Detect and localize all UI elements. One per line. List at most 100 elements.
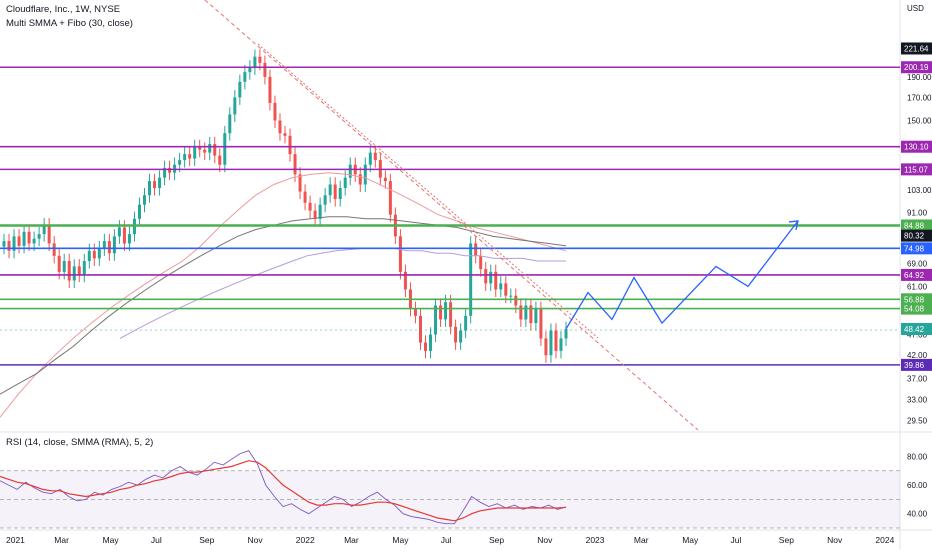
candle: [489, 271, 493, 284]
candle: [459, 330, 463, 343]
candle: [263, 62, 267, 77]
level-label-bg: [901, 358, 932, 371]
candle: [203, 149, 207, 153]
candle: [434, 305, 438, 335]
level-label: 39.86: [904, 361, 925, 370]
level-label-bg: [901, 293, 932, 306]
candle: [27, 231, 31, 244]
price-tick-label: 33.00: [907, 396, 928, 405]
candle: [153, 181, 157, 189]
candle: [42, 225, 46, 235]
date-tick-label: 2021: [6, 535, 25, 545]
candle: [348, 164, 352, 178]
date-tick-label: May: [103, 535, 120, 545]
candle: [423, 342, 428, 351]
candle: [12, 236, 16, 251]
candle: [479, 255, 483, 270]
candle: [112, 236, 116, 254]
price-tick-label: 61.00: [907, 282, 928, 291]
candle: [2, 241, 6, 247]
candle: [238, 81, 242, 98]
candle: [363, 164, 367, 185]
candle: [7, 241, 11, 251]
candle: [373, 152, 377, 161]
candle: [188, 154, 192, 159]
candle: [57, 255, 61, 272]
date-tick-label: May: [392, 535, 409, 545]
candle: [514, 295, 518, 306]
candle: [178, 160, 182, 165]
level-label-bg: [901, 61, 932, 74]
candle: [449, 302, 453, 327]
candle: [158, 177, 162, 189]
candle: [72, 266, 76, 281]
candle: [47, 225, 51, 244]
date-tick-label: Mar: [344, 535, 359, 545]
smma-line: [0, 172, 567, 418]
date-tick-label: Nov: [537, 535, 553, 545]
date-tick-label: Mar: [54, 535, 69, 545]
candle: [539, 308, 543, 339]
date-tick-label: Jul: [441, 535, 452, 545]
candle: [499, 283, 503, 290]
price-tick-label: 91.00: [907, 209, 928, 218]
date-tick-label: Nov: [827, 535, 843, 545]
candle: [137, 204, 141, 219]
candle: [198, 146, 202, 150]
candle: [549, 330, 553, 356]
rsi-tick-label: 40.00: [907, 510, 928, 519]
candle: [559, 338, 563, 351]
candle: [87, 250, 91, 262]
candle: [474, 243, 478, 256]
candle: [142, 195, 147, 205]
candle: [534, 308, 538, 324]
candle: [439, 305, 443, 320]
candle: [383, 177, 387, 182]
candle: [243, 72, 247, 82]
candle: [298, 174, 302, 192]
candle: [413, 308, 417, 316]
candle: [358, 174, 362, 185]
level-label: 64.92: [904, 271, 925, 280]
period-high-label-bg: [901, 42, 932, 55]
price-tick-label: 190.00: [907, 73, 932, 82]
rsi-tick-label: 80.00: [907, 452, 928, 461]
candle: [444, 302, 448, 320]
level-label-bg: [901, 302, 932, 315]
candle: [464, 315, 468, 331]
candle: [519, 305, 523, 320]
date-tick-label: Sep: [489, 535, 504, 545]
candle: [52, 243, 56, 256]
candle: [32, 238, 36, 244]
price-tick-label: 42.00: [907, 351, 928, 360]
candle: [183, 154, 187, 161]
date-tick-label: 2024: [875, 535, 894, 545]
candle: [107, 241, 111, 254]
candle: [193, 146, 197, 159]
candle: [429, 334, 433, 351]
date-tick-label: Nov: [248, 535, 264, 545]
date-tick-label: 2023: [586, 535, 605, 545]
price-tick-label: 37.00: [907, 375, 928, 384]
candle: [494, 271, 498, 290]
level-label-bg: [901, 242, 932, 255]
candle: [504, 283, 508, 296]
date-tick-label: Mar: [634, 535, 649, 545]
candle: [524, 305, 528, 320]
candle: [228, 114, 232, 134]
candle: [283, 133, 287, 136]
price-marker-label-bg: [901, 229, 932, 242]
rsi-line: [0, 460, 567, 522]
level-label-bg: [901, 219, 932, 232]
candle: [77, 266, 81, 275]
candle: [318, 204, 322, 219]
level-label-bg: [901, 268, 932, 281]
rsi-line: [0, 450, 567, 525]
candle: [213, 144, 217, 156]
date-tick-label: Sep: [199, 535, 214, 545]
trendline: [257, 43, 599, 339]
last-price-label-bg: [901, 322, 932, 335]
candle: [37, 234, 41, 239]
